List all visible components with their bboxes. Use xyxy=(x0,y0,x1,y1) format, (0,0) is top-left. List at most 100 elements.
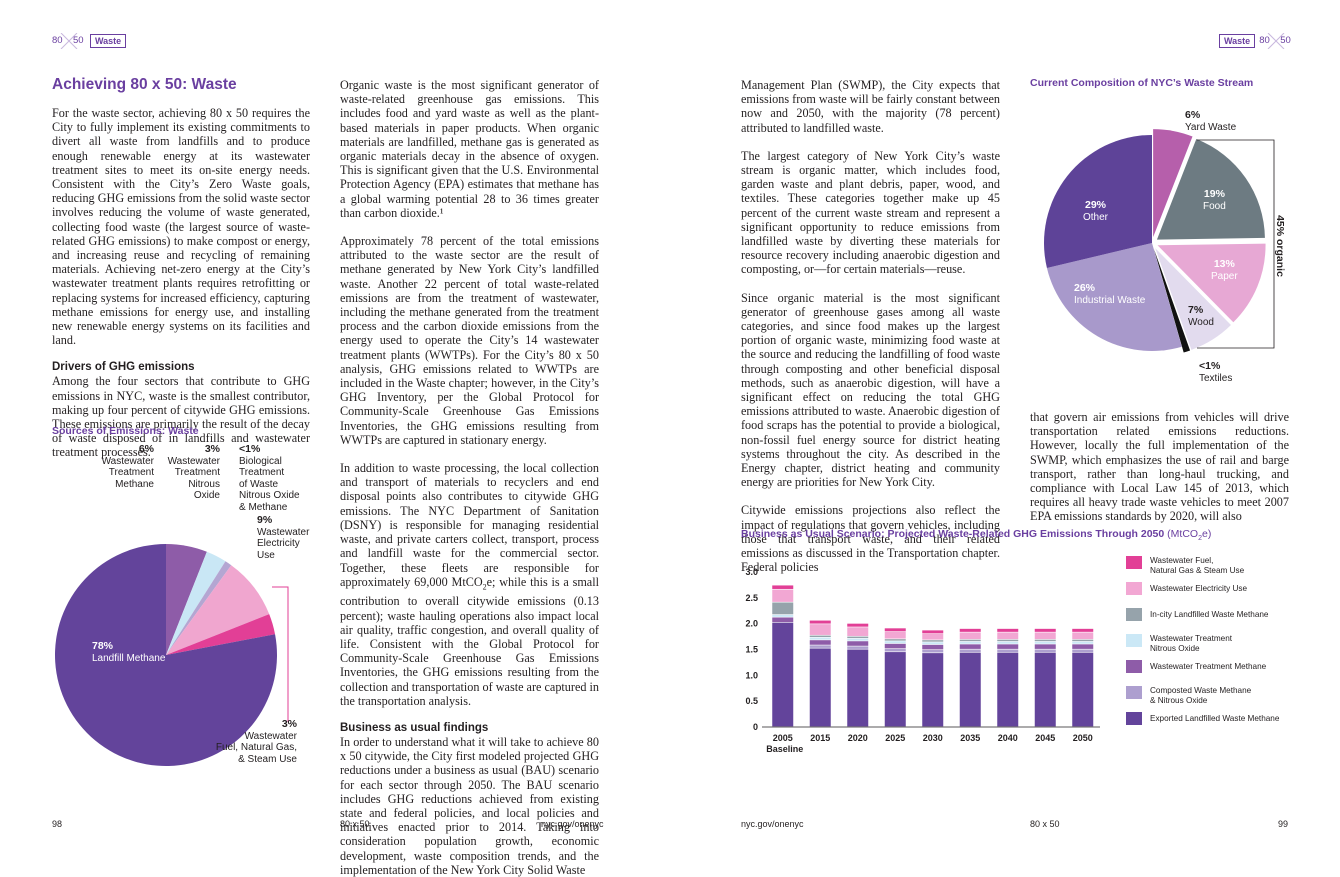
col2-paragraph-1: Organic waste is the most significant ge… xyxy=(340,78,599,220)
legend-item: Wastewater Fuel, Natural Gas & Steam Use xyxy=(1126,556,1296,582)
logo-x-icon xyxy=(60,33,78,49)
x-tick-label: 2030 xyxy=(923,733,943,743)
sources-pie-chart xyxy=(55,544,289,766)
x-tick-label: 2035 xyxy=(960,733,980,743)
x-tick-label: 2040 xyxy=(998,733,1018,743)
bar-segment-wastewater-fuel-natural-gas-steam-use xyxy=(1034,628,1056,632)
right-col1-paragraph-1: Management Plan (SWMP), the City expects… xyxy=(741,78,1000,135)
bar-segment-in-city-landfilled-waste-methane xyxy=(847,636,869,639)
bar-segment-exported-landfilled-waste-methane xyxy=(847,649,869,727)
bar-segment-wastewater-treatment-methane xyxy=(922,644,944,650)
y-tick-label: 2.0 xyxy=(745,619,758,629)
logo-80x50-left: 80 50 Waste xyxy=(52,33,127,49)
x-tick-label: 2050 xyxy=(1073,733,1093,743)
y-tick-label: 0.5 xyxy=(745,696,758,706)
right-col2-paragraph-1: that govern air emissions from vehicles … xyxy=(1030,410,1289,524)
label-fuel: 3% Wastewater Fuel, Natural Gas, & Steam Us… xyxy=(215,718,297,765)
section-tag-left: Waste xyxy=(90,34,127,48)
footer-page-right: 99 xyxy=(1278,819,1289,829)
logo-80: 80 xyxy=(52,35,63,46)
legend-item: Wastewater Electricity Use xyxy=(1126,582,1296,608)
y-tick-label: 0 xyxy=(753,722,758,732)
bar-segment-wastewater-treatment-nitrous-oxide xyxy=(772,614,794,617)
legend-item: Exported Landfilled Waste Methane xyxy=(1126,712,1296,738)
bar-segment-wastewater-electricity-use xyxy=(772,589,794,602)
col2-paragraph-3: In addition to waste processing, the loc… xyxy=(340,461,599,708)
pie-slice-wastewater-fuel-natural-gas-steam-use xyxy=(166,614,276,655)
bar-segment-exported-landfilled-waste-methane xyxy=(884,652,906,727)
bar-segment-wastewater-electricity-use xyxy=(959,632,981,640)
section-tag-right: Waste xyxy=(1219,34,1256,48)
bar-segment-composted-waste-methane-nitrous-oxide xyxy=(922,650,944,653)
label-ww-methane: 6% Wastewater Treatment Methane xyxy=(101,443,154,490)
bar-segment-in-city-landfilled-waste-methane xyxy=(809,635,831,638)
label-wood: 7% Wood xyxy=(1188,304,1214,328)
sources-chart-title: Sources of Emissions: Waste xyxy=(52,425,199,437)
bar-segment-wastewater-fuel-natural-gas-steam-use xyxy=(997,628,1019,632)
bau-paragraph: In order to understand what it will take… xyxy=(340,734,599,877)
pie-slice-textiles xyxy=(1153,248,1191,353)
pie-slice-paper xyxy=(1157,243,1266,323)
right-col1-paragraph-3: Since organic material is the most signi… xyxy=(741,290,1000,490)
bar-segment-wastewater-treatment-nitrous-oxide xyxy=(997,641,1019,644)
bar-segment-wastewater-fuel-natural-gas-steam-use xyxy=(884,628,906,632)
drivers-paragraph: Among the four sectors that contribute t… xyxy=(52,374,310,460)
pie-slice-wastewater-treatment-nitrous-oxide xyxy=(166,551,226,655)
bar-segment-composted-waste-methane-nitrous-oxide xyxy=(884,648,906,652)
left-column-2: Organic waste is the most significant ge… xyxy=(340,78,599,877)
left-column-1: Achieving 80 x 50: Waste For the waste s… xyxy=(52,76,310,460)
pie-slice-wood xyxy=(1155,248,1231,350)
logo-80: 80 xyxy=(1259,35,1270,46)
bar-segment-wastewater-fuel-natural-gas-steam-use xyxy=(772,585,794,589)
legend-swatch xyxy=(1126,582,1142,595)
logo-50: 50 xyxy=(73,35,84,46)
bar-segment-in-city-landfilled-waste-methane xyxy=(772,602,794,615)
bar-segment-wastewater-fuel-natural-gas-steam-use xyxy=(809,620,831,624)
bar-segment-wastewater-treatment-nitrous-oxide xyxy=(809,637,831,640)
right-col1-paragraph-2: The largest category of New York City’s … xyxy=(741,148,1000,277)
pie-slice-industrial-waste xyxy=(1046,243,1182,351)
y-tick-label: 1.0 xyxy=(745,670,758,680)
x-tick-label: 2015 xyxy=(810,733,830,743)
y-tick-label: 1.5 xyxy=(745,645,758,655)
legend-label: In-city Landfilled Waste Methane xyxy=(1150,610,1269,619)
bar-segment-wastewater-electricity-use xyxy=(1034,632,1056,640)
label-food: 19% Food xyxy=(1203,188,1226,212)
x-tick-label: 2005 xyxy=(773,733,793,743)
bar-segment-wastewater-electricity-use xyxy=(809,624,831,635)
label-paper: 13% Paper xyxy=(1211,258,1238,282)
label-industrial: 26% Industrial Waste xyxy=(1074,282,1146,306)
organic-bracket xyxy=(1197,139,1275,349)
page-title: Achieving 80 x 50: Waste xyxy=(52,76,237,93)
logo-mark: 80 50 xyxy=(52,33,86,49)
bar-segment-wastewater-electricity-use xyxy=(922,634,944,640)
footer-url-right[interactable]: nyc.gov/onenyc xyxy=(741,819,804,829)
col2-paragraph-2: Approximately 78 percent of the total em… xyxy=(340,234,599,447)
pie-slice-biological-treatment-of-waste-nitrous-oxide-methane xyxy=(166,561,232,655)
legend-label: Wastewater Treatment Nitrous Oxide xyxy=(1150,634,1233,653)
legend-label: Composted Waste Methane & Nitrous Oxide xyxy=(1150,686,1252,705)
label-yard-waste: 6% Yard Waste xyxy=(1185,109,1237,133)
legend-item: Composted Waste Methane & Nitrous Oxide xyxy=(1126,686,1296,712)
bar-segment-composted-waste-methane-nitrous-oxide xyxy=(1072,649,1094,652)
bar-segment-in-city-landfilled-waste-methane xyxy=(959,639,981,642)
label-biological: <1% Biological Treatment of Waste Nitrous Ox… xyxy=(239,443,300,513)
bar-segment-wastewater-treatment-nitrous-oxide xyxy=(847,638,869,641)
bar-segment-wastewater-electricity-use xyxy=(997,632,1019,640)
bar-segment-wastewater-treatment-methane xyxy=(1072,644,1094,649)
footer-url-left[interactable]: nyc.gov/onenyc xyxy=(541,819,604,829)
bar-segment-wastewater-treatment-methane xyxy=(809,640,831,645)
x-tick-sublabel: Baseline xyxy=(766,744,803,754)
pie-slice-wastewater-treatment-methane xyxy=(166,544,207,655)
legend-item: In-city Landfilled Waste Methane xyxy=(1126,608,1296,634)
bar-segment-exported-landfilled-waste-methane xyxy=(772,622,794,727)
footer-title-right: 80 x 50 xyxy=(1030,819,1060,829)
label-ww-n2o: 3% Wastewater Treatment Nitrous Oxide xyxy=(167,443,220,501)
bar-segment-composted-waste-methane-nitrous-oxide xyxy=(997,649,1019,652)
legend-label: Exported Landfilled Waste Methane xyxy=(1150,714,1280,723)
legend-item: Wastewater Treatment Nitrous Oxide xyxy=(1126,634,1296,660)
bar-segment-wastewater-fuel-natural-gas-steam-use xyxy=(959,628,981,632)
bar-segment-exported-landfilled-waste-methane xyxy=(959,652,981,727)
logo-mark: 80 50 xyxy=(1259,33,1293,49)
x-tick-label: 2045 xyxy=(1035,733,1055,743)
